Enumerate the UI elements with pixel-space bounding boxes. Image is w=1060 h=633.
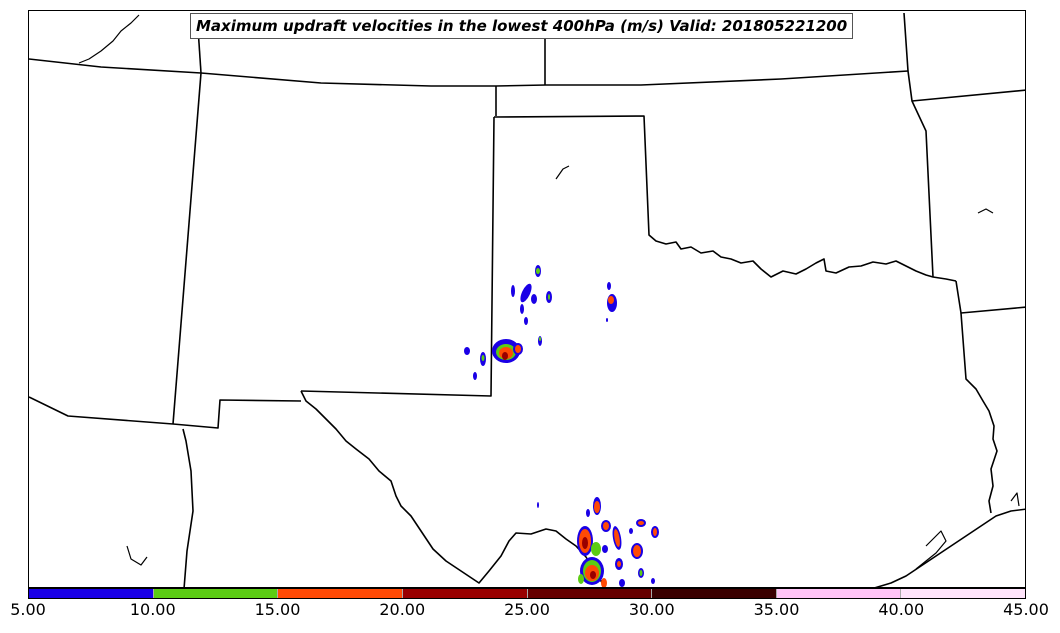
- cell-blob: [608, 296, 614, 304]
- cell-blob: [586, 509, 590, 517]
- map-panel: [28, 10, 1026, 588]
- coastline-lake-ok: [977, 208, 994, 214]
- cell-blob: [617, 561, 621, 567]
- cell-blob: [536, 268, 540, 274]
- updraft-cells: [464, 265, 659, 587]
- state-boundaries: [29, 12, 1025, 587]
- boundary-nebraska-south: [29, 58, 909, 87]
- cell-blob: [639, 570, 643, 576]
- cell-blob: [520, 283, 532, 303]
- boundary-ok-ar: [911, 100, 934, 278]
- cell-blob: [603, 522, 609, 530]
- coastline-lake-texhoma: [555, 165, 570, 180]
- cell-blob: [653, 528, 657, 536]
- cell-blob: [638, 521, 644, 525]
- coastline-gulf: [874, 508, 1025, 587]
- cell-cluster-panhandle: [464, 265, 617, 380]
- cell-blob: [520, 304, 524, 314]
- colorbar-tick-label: 40.00: [878, 600, 925, 619]
- colorbar-segment: [278, 589, 403, 598]
- map-canvas: [29, 12, 1025, 587]
- boundary-tx-la: [960, 312, 998, 514]
- cell-blob: [633, 545, 641, 557]
- boundary-panhandle: [493, 115, 957, 282]
- cell-blob: [590, 571, 596, 579]
- cell-blob: [548, 294, 550, 300]
- cell-blob: [515, 345, 521, 353]
- colorbar-tick-label: 35.00: [753, 600, 800, 619]
- colorbar-segment: [776, 589, 902, 598]
- cell-blob: [481, 355, 485, 361]
- cell-blob: [594, 501, 600, 513]
- cell-blob: [511, 285, 515, 297]
- cell-blob: [591, 542, 601, 556]
- boundary-rio-grande: [300, 390, 606, 587]
- colorbar-tick-label: 10.00: [129, 600, 176, 619]
- colorbar-tick-label: 30.00: [628, 600, 675, 619]
- boundary-nm-south: [182, 428, 194, 587]
- cell-blob: [607, 282, 611, 290]
- cell-blob: [629, 528, 633, 534]
- coastline-bay: [915, 530, 947, 570]
- coastline-lake-great-salt: [78, 14, 140, 64]
- cell-blob: [602, 545, 608, 553]
- colorbar: [28, 588, 1026, 599]
- cell-blob: [464, 347, 470, 355]
- cell-blob: [537, 502, 539, 508]
- colorbar-segment: [153, 589, 279, 598]
- cell-cluster-south-texas: [537, 497, 659, 587]
- boundary-az-nm: [29, 396, 302, 429]
- colorbar-tick-label: 5.00: [10, 600, 46, 619]
- cell-blob: [606, 318, 608, 322]
- cell-blob: [578, 574, 584, 584]
- cell-blob: [601, 578, 607, 587]
- cell-blob: [582, 537, 588, 549]
- cell-blob: [502, 352, 508, 360]
- map-title: Maximum updraft velocities in the lowest…: [190, 13, 854, 39]
- cell-blob: [473, 372, 477, 380]
- boundary-texas-west: [300, 116, 495, 397]
- colorbar-segment: [402, 589, 528, 598]
- colorbar-tick-label: 25.00: [504, 600, 550, 619]
- boundary-nm-east: [172, 72, 202, 425]
- cell-blob: [531, 294, 537, 304]
- cell-blob: [619, 579, 625, 587]
- cell-blob: [651, 578, 655, 584]
- colorbar-segment: [29, 589, 154, 598]
- cell-blob: [539, 337, 541, 341]
- boundary-mo-ks: [903, 12, 1025, 102]
- colorbar-tick-label: 45.00: [1003, 600, 1049, 619]
- colorbar-tick-label: 15.00: [254, 600, 301, 619]
- colorbar-tick-label: 20.00: [379, 600, 426, 619]
- coastline-lake-sw: [126, 545, 148, 566]
- colorbar-segment: [527, 589, 653, 598]
- boundary-ar-la: [955, 280, 1025, 314]
- cell-blob: [614, 529, 620, 547]
- coastline-lake-east: [1010, 492, 1020, 507]
- colorbar-segment: [652, 589, 777, 598]
- colorbar-segment: [901, 589, 1025, 598]
- cell-blob: [524, 317, 528, 325]
